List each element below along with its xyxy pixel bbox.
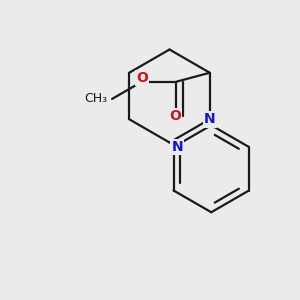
- Text: CH₃: CH₃: [84, 92, 108, 105]
- Text: O: O: [136, 71, 148, 85]
- Text: N: N: [204, 112, 216, 126]
- Text: O: O: [169, 109, 181, 123]
- Text: N: N: [171, 140, 183, 154]
